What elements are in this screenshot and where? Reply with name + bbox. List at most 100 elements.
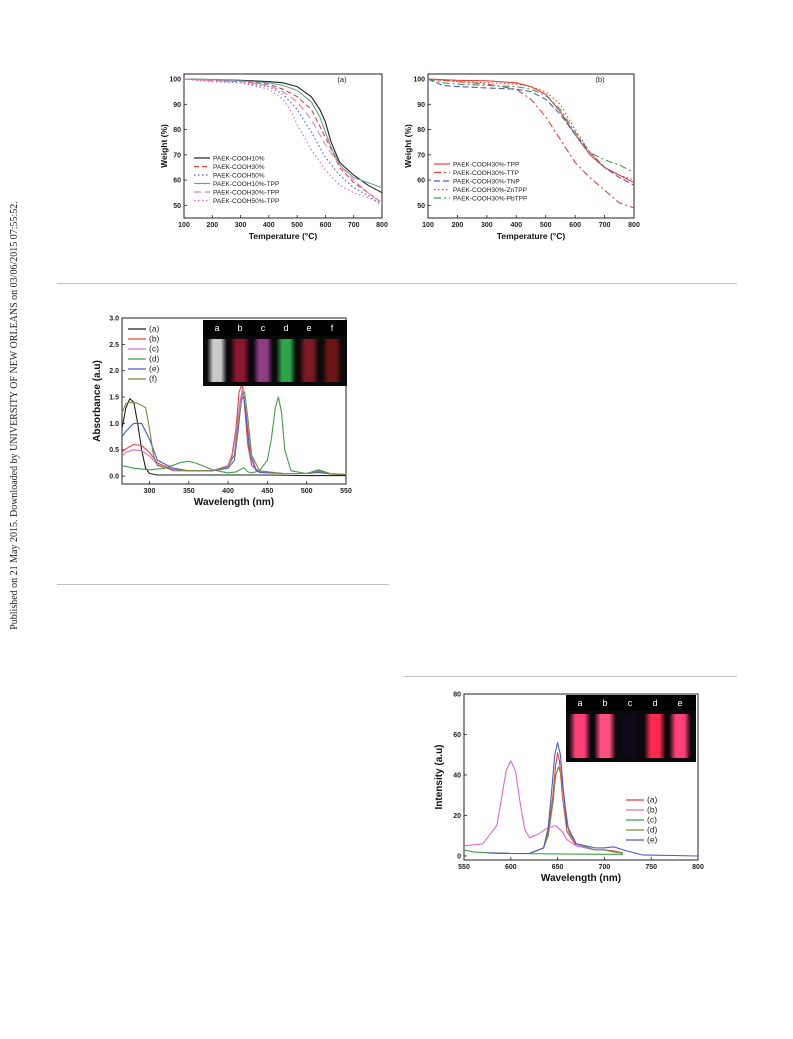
y-tick-label: 1.0	[109, 421, 119, 428]
y-axis-label: Weight (%)	[159, 124, 169, 168]
divider-rule-2	[57, 584, 389, 585]
x-tick-label: 400	[263, 222, 275, 229]
legend-label: (d)	[149, 354, 160, 364]
x-tick-label: 500	[540, 222, 552, 229]
y-axis-label: Weight (%)	[403, 124, 413, 168]
series-line-1	[121, 398, 346, 477]
y-tick-label: 70	[173, 152, 181, 159]
panel-label: (b)	[595, 75, 605, 84]
legend-label: (e)	[647, 835, 658, 845]
series-line-2	[463, 760, 624, 854]
x-tick-label: 300	[235, 222, 247, 229]
x-tick-label: 300	[144, 488, 156, 495]
series-line-5	[487, 742, 699, 857]
series-line-3	[463, 849, 624, 855]
y-tick-label: 0.5	[109, 447, 119, 454]
x-tick-label: 600	[505, 864, 517, 871]
x-tick-label: 400	[510, 222, 522, 229]
legend-label: PAEK-COOH30%-TPP	[213, 190, 279, 197]
y-tick-label: 50	[417, 203, 425, 210]
plot-frame	[427, 73, 635, 219]
margin-download-note: Published on 21 May 2015. Downloaded by …	[4, 180, 24, 650]
divider-rule-1	[57, 283, 737, 284]
vial-label: c	[627, 698, 633, 708]
margin-note-text: Published on 21 May 2015. Downloaded by …	[8, 200, 20, 630]
x-tick-label: 600	[320, 222, 332, 229]
plot-frame	[183, 73, 383, 219]
vial-label: e	[306, 323, 312, 333]
vial	[644, 714, 666, 758]
legend-label: PAEK-COOH30%-ZnTPP	[453, 187, 527, 194]
legend-label: PAEK-COOH30%-TTP	[453, 170, 519, 177]
x-tick-label: 350	[183, 488, 195, 495]
legend-label: PAEK-COOH30%-TPP	[453, 162, 519, 169]
uv-vis-absorbance-chart: 300 350 400 450 500 550 0.0 0.5 1.0 1.5 2.0 2.5 3.0 W…	[92, 316, 352, 509]
y-tick-label: 90	[417, 102, 425, 109]
vial	[594, 714, 616, 758]
legend-label: PAEK-COOH10%-TPP	[213, 181, 279, 188]
x-axis-label: Temperature (°C)	[497, 231, 566, 241]
plot-frame	[463, 693, 699, 861]
legend-label: PAEK-COOH30%	[213, 164, 265, 171]
y-tick-label: 50	[173, 203, 181, 210]
legend-label: (e)	[149, 364, 160, 374]
y-tick-label: 60	[417, 178, 425, 185]
series-line-4	[492, 766, 624, 855]
x-tick-label: 450	[262, 488, 274, 495]
y-axis-label: Absorbance (a.u)	[92, 360, 103, 442]
y-axis-label: Intensity (a.u)	[434, 744, 445, 809]
vial	[230, 339, 250, 382]
legend-label: (a)	[149, 324, 160, 334]
vials-photo-inset-fluorescence: a b c d e	[566, 695, 696, 762]
y-tick-label: 100	[169, 77, 181, 84]
x-tick-label: 600	[569, 222, 581, 229]
legend-label: PAEK-COOH30%-TNP	[453, 179, 520, 186]
y-tick-label: 60	[453, 732, 461, 739]
series-line-6	[183, 78, 383, 204]
vial-label: f	[330, 323, 334, 333]
inset-label-band	[566, 695, 696, 711]
series-line-2	[427, 78, 635, 209]
x-tick-label: 200	[452, 222, 464, 229]
vial-label: a	[214, 323, 220, 333]
vial	[569, 714, 591, 758]
x-tick-label: 550	[458, 864, 470, 871]
vial-label: e	[677, 698, 683, 708]
plot-frame	[121, 317, 347, 485]
vial-label: b	[602, 698, 608, 708]
x-tick-label: 750	[645, 864, 657, 871]
y-tick-label: 100	[413, 77, 425, 84]
vial	[253, 339, 273, 382]
legend-label: (c)	[149, 344, 159, 354]
vial	[619, 714, 641, 758]
x-tick-label: 200	[206, 222, 218, 229]
x-tick-label: 700	[348, 222, 360, 229]
vial	[322, 339, 342, 382]
vial-label: d	[652, 698, 658, 708]
y-tick-label: 2.5	[109, 342, 119, 349]
x-tick-label: 500	[291, 222, 303, 229]
x-tick-label: 550	[340, 488, 352, 495]
inset-label-band	[203, 320, 347, 336]
vial	[207, 339, 227, 382]
series-line-4	[183, 78, 383, 189]
x-axis-label: Temperature (°C)	[249, 231, 318, 241]
series-line-4	[121, 396, 347, 476]
series-line-4	[427, 78, 635, 181]
x-axis-label: Wavelength (nm)	[541, 873, 621, 884]
x-tick-label: 700	[599, 222, 611, 229]
y-tick-label: 0.0	[109, 474, 119, 481]
x-tick-label: 400	[222, 488, 234, 495]
y-tick-label: 80	[173, 127, 181, 134]
y-tick-label: 1.5	[109, 395, 119, 402]
legend-label: PAEK-COOH30%-PbTPP	[453, 196, 527, 203]
legend-label: (a)	[647, 795, 658, 805]
panel-label: (a)	[337, 75, 347, 84]
x-tick-label: 800	[376, 222, 388, 229]
vial	[669, 714, 691, 758]
legend-label: PAEK-COOH50%	[213, 173, 265, 180]
legend-label: PAEK-COOH50%-TPP	[213, 198, 279, 205]
y-tick-label: 80	[417, 127, 425, 134]
legend-label: (c)	[647, 815, 657, 825]
tga-chart-b: 100 200 300 400 500 600 700 800 50 60 70 80 90 100 Tem…	[403, 73, 640, 241]
